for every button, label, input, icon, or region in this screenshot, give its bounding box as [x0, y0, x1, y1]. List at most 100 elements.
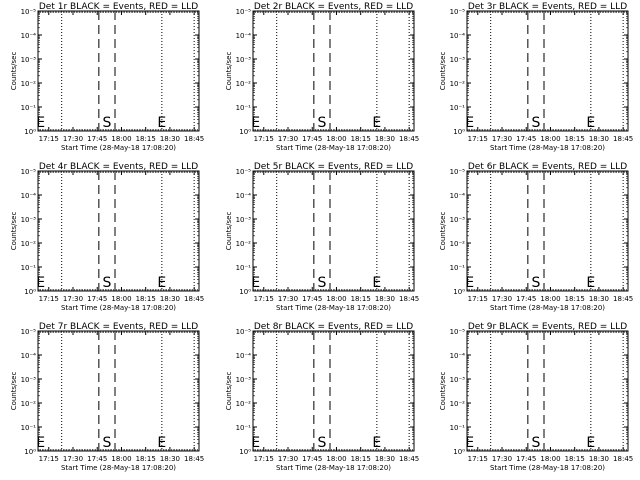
time-marker-e: E [586, 115, 595, 131]
y-tick-label: 10⁻³ [236, 56, 252, 64]
time-marker-e: E [36, 435, 45, 451]
y-tick-label: 10⁰ [453, 128, 465, 136]
x-tick-label: 18:45 [613, 455, 633, 463]
y-tick-label: 10⁻⁵ [236, 8, 252, 16]
x-tick-label: 17:15 [468, 455, 488, 463]
y-tick-label: 10⁻² [21, 80, 37, 88]
y-tick-label: 10⁻⁵ [450, 168, 466, 176]
y-axis-label: Counts/sec [10, 52, 18, 91]
y-tick-label: 10⁻¹ [450, 264, 466, 272]
panel-title: Det 9r BLACK = Events, RED = LLD [468, 322, 627, 332]
x-tick-label: 18:30 [160, 295, 180, 303]
detector-panel-2: Det 2r BLACK = Events, RED = LLD Counts/s… [225, 2, 419, 152]
time-marker-e: E [251, 435, 260, 451]
time-marker-e: E [465, 435, 474, 451]
x-tick-label: 17:30 [63, 295, 83, 303]
x-tick-label: 18:45 [184, 295, 204, 303]
panel-title: Det 8r BLACK = Events, RED = LLD [254, 322, 413, 332]
panel-title: Det 5r BLACK = Events, RED = LLD [254, 162, 413, 172]
y-tick-label: 10⁻⁵ [450, 328, 466, 336]
y-tick-label: 10⁻² [450, 400, 466, 408]
x-tick-label: 18:45 [399, 135, 419, 143]
x-tick-label: 18:30 [589, 295, 609, 303]
y-tick-label: 10⁻⁴ [450, 192, 466, 200]
detector-panel-6: Det 6r BLACK = Events, RED = LLD Counts/s… [439, 162, 633, 312]
x-tick-label: 17:15 [254, 455, 274, 463]
time-marker-s: S [317, 275, 326, 291]
time-marker-s: S [317, 115, 326, 131]
x-tick-label: 17:30 [492, 295, 512, 303]
y-tick-label: 10⁻⁴ [21, 32, 37, 40]
y-tick-label: 10⁻² [236, 400, 252, 408]
time-marker-e: E [586, 275, 595, 291]
x-tick-label: 17:15 [254, 135, 274, 143]
y-tick-label: 10⁰ [239, 128, 251, 136]
x-axis-label: Start Time (28-May-18 17:08:20) [61, 464, 176, 472]
x-axis-label: Start Time (28-May-18 17:08:20) [276, 304, 391, 312]
time-marker-e: E [372, 435, 381, 451]
time-marker-e: E [157, 435, 166, 451]
time-marker-s: S [102, 275, 111, 291]
x-tick-label: 17:45 [87, 295, 107, 303]
y-axis-label: Counts/sec [10, 212, 18, 251]
y-tick-label: 10⁻¹ [450, 424, 466, 432]
x-tick-label: 18:15 [565, 295, 585, 303]
x-tick-label: 18:45 [184, 455, 204, 463]
time-marker-e: E [157, 275, 166, 291]
y-tick-label: 10⁻³ [21, 216, 37, 224]
y-tick-label: 10⁻⁴ [21, 192, 37, 200]
y-tick-label: 10⁻² [21, 240, 37, 248]
x-tick-label: 18:00 [111, 455, 131, 463]
x-tick-label: 18:30 [375, 135, 395, 143]
x-tick-label: 17:45 [516, 295, 536, 303]
x-tick-label: 17:30 [492, 455, 512, 463]
detector-panel-8: Det 8r BLACK = Events, RED = LLD Counts/s… [225, 322, 419, 472]
time-marker-s: S [102, 115, 111, 131]
x-tick-label: 18:30 [375, 455, 395, 463]
x-tick-label: 18:30 [589, 135, 609, 143]
x-tick-label: 18:45 [613, 295, 633, 303]
x-tick-label: 17:45 [516, 135, 536, 143]
y-tick-label: 10⁻¹ [236, 264, 252, 272]
x-tick-label: 18:30 [375, 295, 395, 303]
x-tick-label: 18:30 [589, 455, 609, 463]
x-axis-label: Start Time (28-May-18 17:08:20) [490, 464, 605, 472]
y-tick-label: 10⁻⁴ [450, 352, 466, 360]
x-tick-label: 18:15 [351, 295, 371, 303]
y-tick-label: 10⁻⁴ [236, 32, 252, 40]
x-tick-label: 17:30 [63, 455, 83, 463]
x-tick-label: 18:00 [326, 135, 346, 143]
x-tick-label: 17:15 [468, 295, 488, 303]
detector-panel-3: Det 3r BLACK = Events, RED = LLD Counts/s… [439, 2, 633, 152]
y-tick-label: 10⁻² [21, 400, 37, 408]
x-axis-label: Start Time (28-May-18 17:08:20) [276, 144, 391, 152]
x-tick-label: 17:45 [302, 135, 322, 143]
panel-title: Det 6r BLACK = Events, RED = LLD [468, 162, 627, 172]
x-tick-label: 17:15 [39, 455, 59, 463]
x-tick-label: 17:30 [492, 135, 512, 143]
y-tick-label: 10⁻¹ [450, 104, 466, 112]
x-tick-label: 18:15 [351, 455, 371, 463]
detector-panel-4: Det 4r BLACK = Events, RED = LLD Counts/s… [10, 162, 204, 312]
y-axis-label: Counts/sec [439, 52, 447, 91]
y-tick-label: 10⁻⁴ [21, 352, 37, 360]
x-tick-label: 18:15 [351, 135, 371, 143]
time-marker-e: E [36, 275, 45, 291]
x-tick-label: 18:45 [613, 135, 633, 143]
y-axis-label: Counts/sec [439, 212, 447, 251]
y-tick-label: 10⁻⁵ [21, 168, 37, 176]
x-tick-label: 18:00 [326, 295, 346, 303]
panel-title: Det 3r BLACK = Events, RED = LLD [468, 2, 627, 12]
y-tick-label: 10⁻³ [450, 56, 466, 64]
y-tick-label: 10⁻⁴ [236, 352, 252, 360]
x-tick-label: 18:00 [540, 455, 560, 463]
y-tick-label: 10⁰ [239, 288, 251, 296]
y-tick-label: 10⁻³ [450, 216, 466, 224]
y-tick-label: 10⁻² [450, 240, 466, 248]
panel-title: Det 1r BLACK = Events, RED = LLD [39, 2, 198, 12]
x-tick-label: 17:15 [254, 295, 274, 303]
x-tick-label: 17:30 [63, 135, 83, 143]
x-tick-label: 18:15 [136, 455, 156, 463]
y-tick-label: 10⁻² [450, 80, 466, 88]
y-tick-label: 10⁻¹ [236, 104, 252, 112]
